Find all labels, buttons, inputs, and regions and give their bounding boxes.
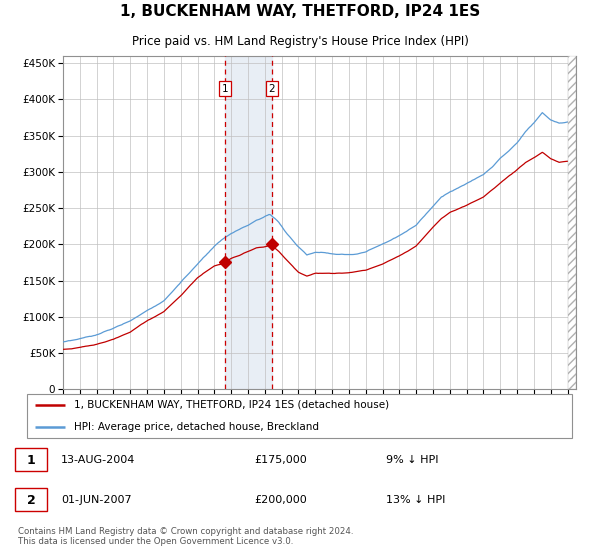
Text: 2: 2 — [269, 83, 275, 94]
Bar — [225, 56, 272, 389]
Text: 13% ↓ HPI: 13% ↓ HPI — [386, 495, 446, 505]
FancyBboxPatch shape — [27, 394, 572, 438]
Text: 01-JUN-2007: 01-JUN-2007 — [61, 495, 131, 505]
Text: 2: 2 — [26, 493, 35, 507]
Bar — [568, 56, 576, 389]
Text: HPI: Average price, detached house, Breckland: HPI: Average price, detached house, Brec… — [74, 422, 319, 432]
Text: £200,000: £200,000 — [254, 495, 307, 505]
Text: 1, BUCKENHAM WAY, THETFORD, IP24 1ES (detached house): 1, BUCKENHAM WAY, THETFORD, IP24 1ES (de… — [74, 400, 389, 410]
Text: Contains HM Land Registry data © Crown copyright and database right 2024.
This d: Contains HM Land Registry data © Crown c… — [18, 527, 353, 547]
Text: 1, BUCKENHAM WAY, THETFORD, IP24 1ES: 1, BUCKENHAM WAY, THETFORD, IP24 1ES — [120, 4, 480, 19]
Text: Price paid vs. HM Land Registry's House Price Index (HPI): Price paid vs. HM Land Registry's House … — [131, 35, 469, 48]
Text: 9% ↓ HPI: 9% ↓ HPI — [386, 455, 439, 465]
Text: £175,000: £175,000 — [254, 455, 307, 465]
FancyBboxPatch shape — [15, 448, 47, 471]
Text: 13-AUG-2004: 13-AUG-2004 — [61, 455, 136, 465]
FancyBboxPatch shape — [15, 488, 47, 511]
Text: 1: 1 — [26, 454, 35, 467]
Text: 1: 1 — [221, 83, 228, 94]
